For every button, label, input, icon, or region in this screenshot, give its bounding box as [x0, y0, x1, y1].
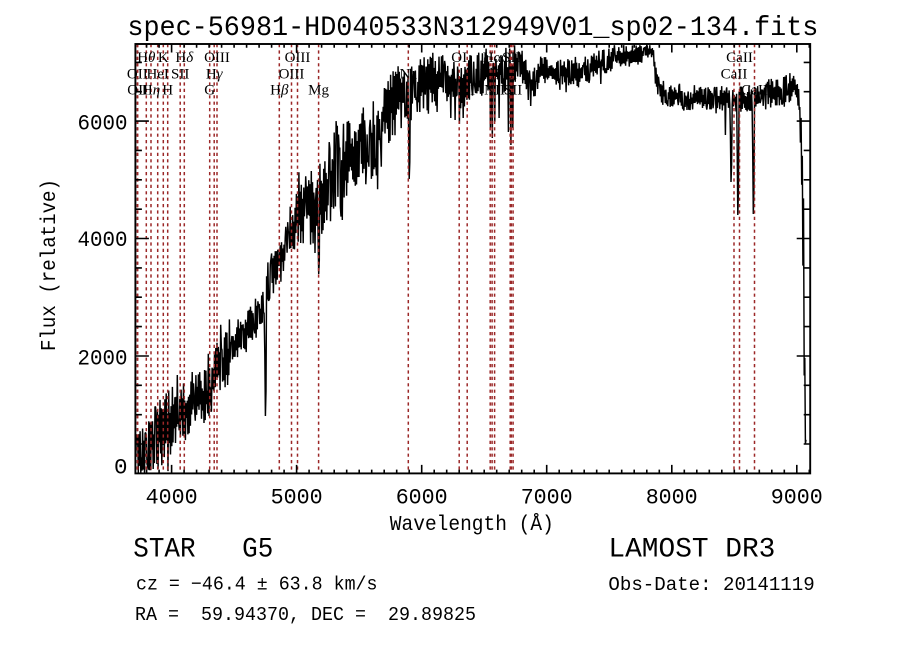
svg-text:Mg: Mg [308, 83, 329, 99]
svg-text:OIII: OIII [279, 66, 305, 82]
svg-text:H: H [162, 83, 173, 99]
svg-text:Hβ: Hβ [270, 83, 289, 99]
svg-text:Hγ: Hγ [206, 66, 224, 82]
svg-text:NII: NII [480, 66, 501, 82]
svg-text:OIII: OIII [204, 50, 230, 66]
svg-text:5000: 5000 [271, 485, 323, 511]
svg-text:LAMOST DR3: LAMOST DR3 [608, 535, 775, 566]
svg-text:K: K [158, 50, 169, 66]
svg-text:OII: OII [127, 66, 148, 82]
svg-text:2000: 2000 [78, 345, 128, 371]
svg-text:OIII: OIII [285, 50, 311, 66]
svg-text:4000: 4000 [146, 485, 198, 511]
svg-text:RA = 59.94370, DEC = 29.8982: RA = 59.94370, DEC = 29.89825 [135, 604, 476, 626]
svg-text:Hα: Hα [483, 50, 503, 66]
svg-text:Hθ: Hθ [137, 50, 156, 66]
svg-text:0: 0 [114, 455, 128, 481]
svg-text:spec-56981-HD040533N312949V01_: spec-56981-HD040533N312949V01_sp02-134.f… [127, 13, 818, 44]
svg-text:4000: 4000 [78, 227, 128, 253]
svg-text:cz = −46.4 ± 63.8 km/s: cz = −46.4 ± 63.8 km/s [136, 573, 378, 595]
svg-text:Wavelength (Å): Wavelength (Å) [390, 511, 554, 537]
svg-text:Hδ: Hδ [175, 50, 194, 66]
svg-text:Li: Li [504, 66, 517, 82]
svg-text:STAR G5: STAR G5 [133, 535, 273, 566]
svg-text:NII: NII [484, 83, 505, 99]
svg-text:6000: 6000 [396, 485, 448, 511]
svg-text:CaII: CaII [721, 66, 748, 82]
svg-text:8000: 8000 [646, 485, 698, 511]
svg-text:SII: SII [504, 83, 522, 99]
svg-text:G: G [204, 83, 215, 99]
svg-text:6000: 6000 [78, 111, 128, 137]
svg-text:7000: 7000 [521, 485, 573, 511]
svg-text:CaII: CaII [741, 83, 768, 99]
svg-text:9000: 9000 [771, 485, 823, 511]
svg-text:Obs-Date: 20141119: Obs-Date: 20141119 [608, 574, 814, 596]
svg-text:OII: OII [127, 83, 148, 99]
svg-text:Na: Na [400, 66, 418, 82]
svg-text:SII: SII [171, 66, 189, 82]
svg-text:CaII: CaII [726, 50, 753, 66]
svg-text:SII: SII [502, 50, 520, 66]
svg-text:OI: OI [451, 50, 467, 66]
svg-text:Hη: Hη [142, 83, 160, 99]
svg-text:HeI: HeI [146, 66, 169, 82]
svg-text:Flux (relative): Flux (relative) [38, 179, 62, 351]
svg-text:OI: OI [459, 83, 475, 99]
